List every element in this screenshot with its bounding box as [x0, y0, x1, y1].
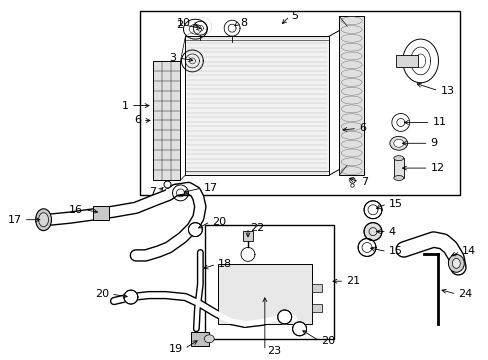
- Bar: [140, 11, 459, 195]
- Bar: [191, 332, 209, 346]
- Bar: [393, 158, 403, 178]
- Text: 11: 11: [432, 117, 446, 127]
- Text: 17: 17: [8, 215, 21, 225]
- Text: 23: 23: [266, 346, 281, 356]
- Polygon shape: [123, 290, 138, 304]
- Text: 7: 7: [149, 187, 156, 197]
- Text: 7: 7: [360, 177, 367, 187]
- Text: 20: 20: [95, 289, 109, 299]
- Polygon shape: [357, 239, 375, 256]
- Ellipse shape: [447, 255, 463, 272]
- Text: 20: 20: [212, 217, 226, 227]
- Ellipse shape: [204, 335, 214, 343]
- Text: 21: 21: [346, 276, 360, 286]
- Bar: [152, 61, 180, 180]
- Ellipse shape: [389, 136, 407, 150]
- Text: 18: 18: [218, 259, 232, 269]
- Text: 1: 1: [122, 100, 129, 111]
- Text: 13: 13: [440, 86, 453, 96]
- Text: 8: 8: [240, 18, 246, 28]
- Ellipse shape: [39, 213, 48, 227]
- Ellipse shape: [393, 156, 403, 161]
- Text: 17: 17: [204, 183, 218, 193]
- Text: 24: 24: [457, 289, 471, 299]
- Bar: [312, 304, 322, 312]
- Bar: [185, 36, 328, 175]
- Bar: [205, 225, 334, 339]
- Text: 2: 2: [176, 20, 183, 30]
- Bar: [93, 206, 109, 220]
- Text: 19: 19: [168, 344, 182, 354]
- Polygon shape: [364, 201, 381, 219]
- Text: 15: 15: [388, 199, 402, 209]
- Ellipse shape: [393, 176, 403, 180]
- Polygon shape: [195, 18, 211, 34]
- Text: 4: 4: [388, 226, 395, 237]
- Bar: [395, 55, 417, 67]
- Bar: [312, 284, 322, 292]
- Ellipse shape: [36, 209, 51, 231]
- Text: 22: 22: [249, 222, 264, 233]
- Text: 5: 5: [291, 11, 298, 21]
- Text: 14: 14: [461, 247, 475, 256]
- Text: 9: 9: [429, 138, 437, 148]
- Text: 12: 12: [429, 163, 444, 173]
- Text: 10: 10: [176, 18, 190, 28]
- Text: 16: 16: [69, 205, 83, 215]
- Text: 15: 15: [388, 247, 402, 256]
- Bar: [218, 264, 312, 324]
- Text: 6: 6: [134, 116, 141, 126]
- Bar: [243, 231, 252, 240]
- Polygon shape: [292, 322, 306, 336]
- Polygon shape: [188, 223, 202, 237]
- Ellipse shape: [393, 139, 403, 147]
- Text: 6: 6: [358, 123, 366, 134]
- Polygon shape: [277, 310, 291, 324]
- Ellipse shape: [451, 258, 459, 268]
- Polygon shape: [364, 223, 381, 240]
- Text: 3: 3: [169, 53, 176, 63]
- Bar: [339, 16, 364, 175]
- Text: 20: 20: [321, 336, 335, 346]
